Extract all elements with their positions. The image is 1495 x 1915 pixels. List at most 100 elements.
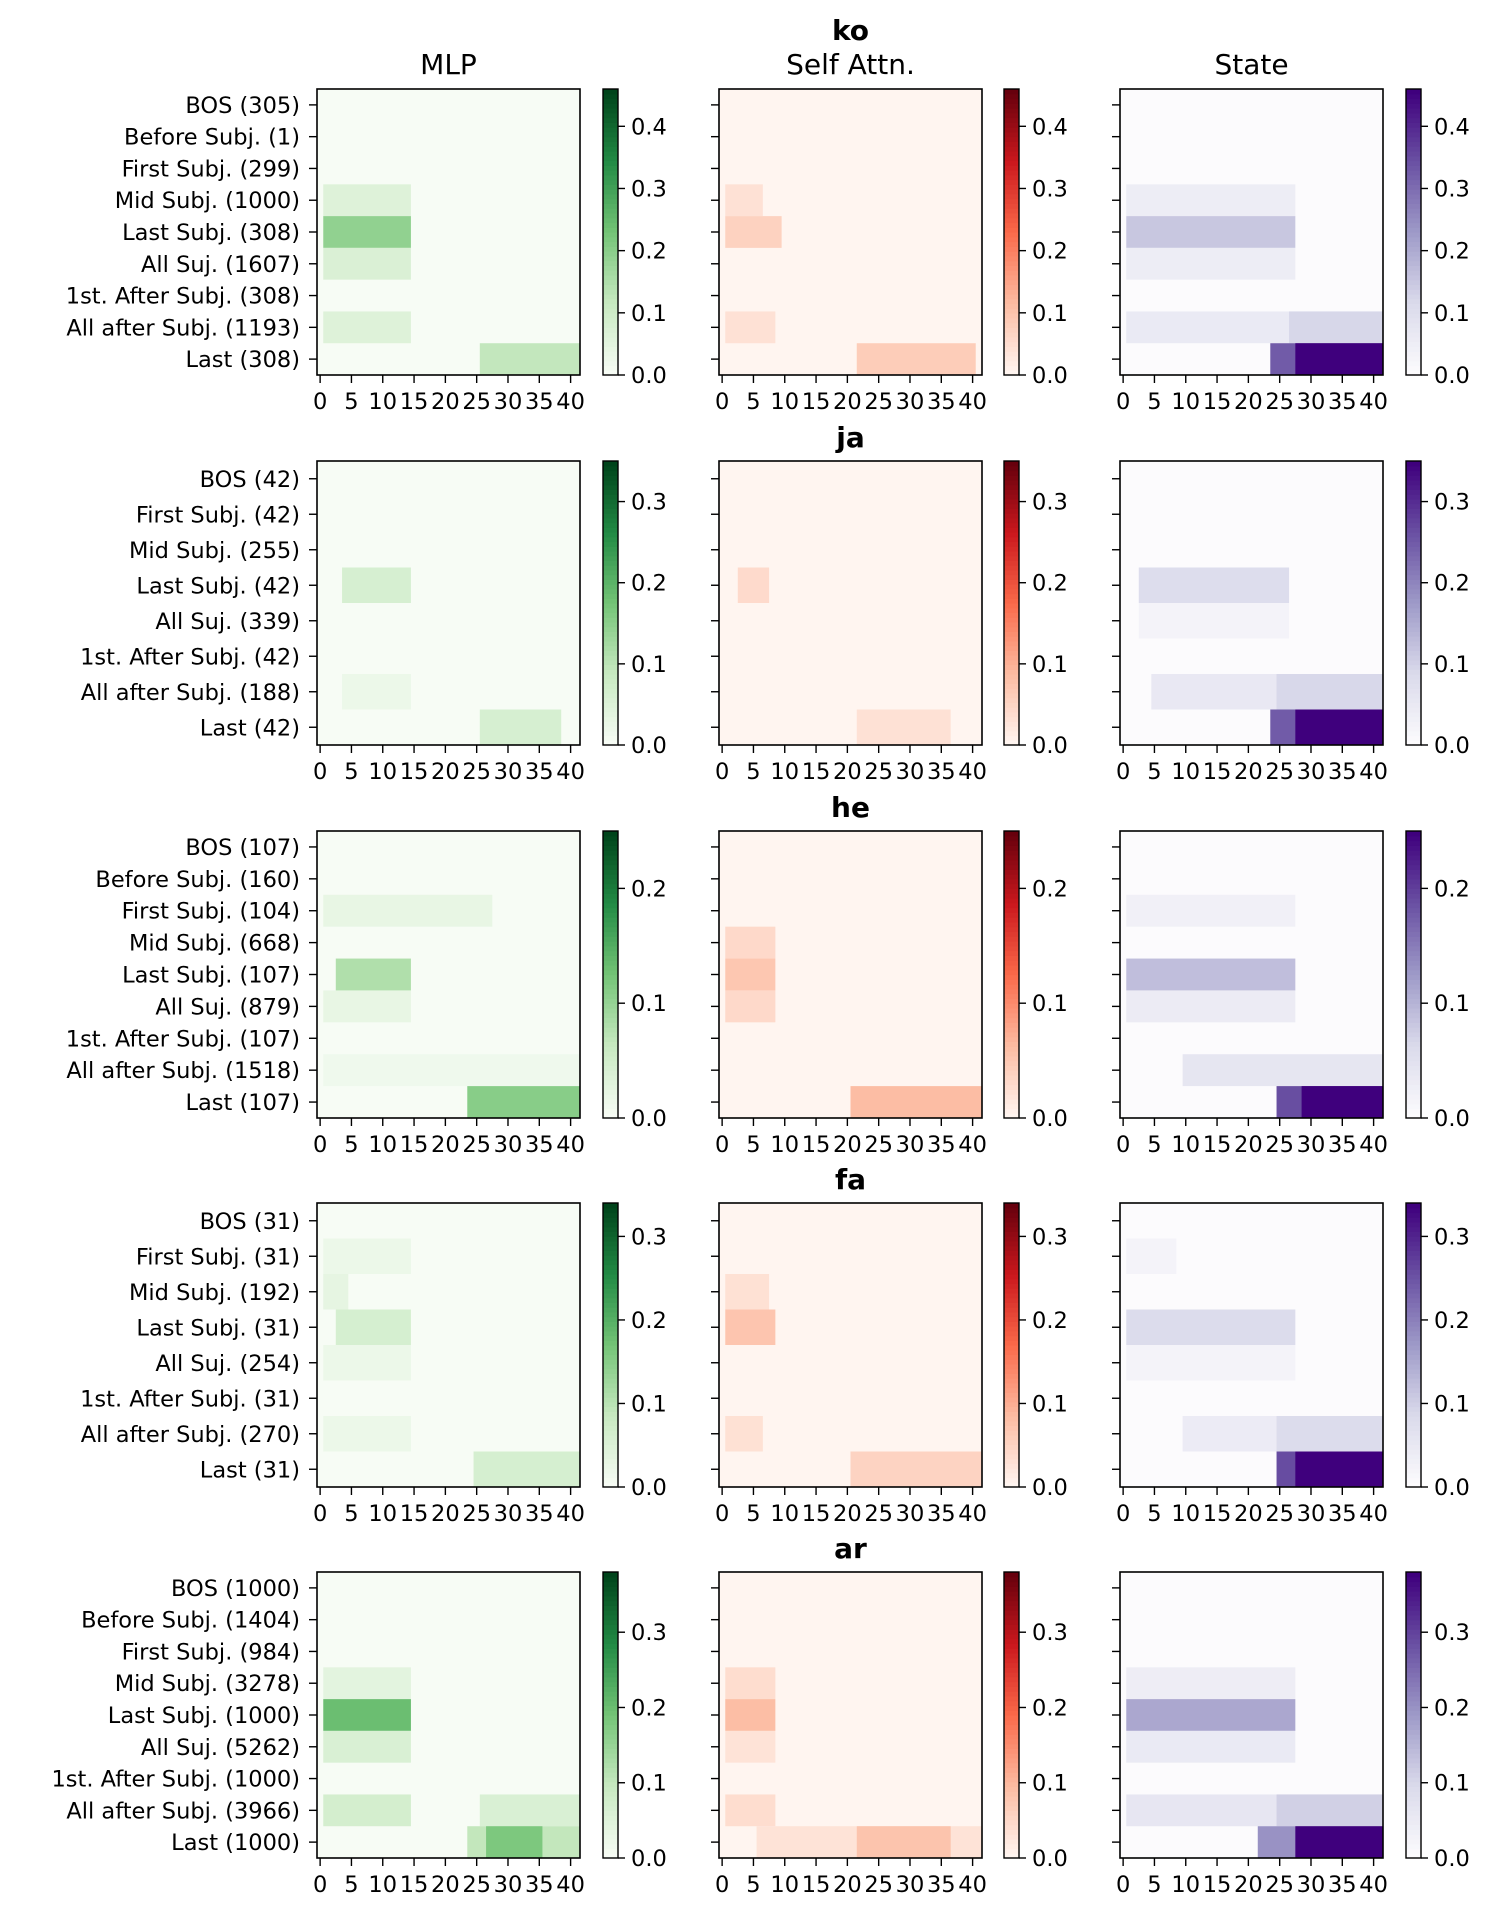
colorbar-tick-label: 0.3 (1434, 176, 1470, 202)
colorbar-step (1406, 1425, 1421, 1431)
colorbar-step (1406, 370, 1421, 376)
colorbar-step (1406, 912, 1421, 918)
heatmap-cell (1301, 1086, 1383, 1118)
colorbar-step (1406, 1022, 1421, 1028)
colorbar-step (1004, 1330, 1019, 1337)
colorbar-step (1406, 494, 1421, 500)
colorbar-step (1004, 1326, 1019, 1332)
colorbar-step (1406, 579, 1421, 585)
x-tick-label: 30 (494, 1501, 523, 1527)
colorbar-step (1004, 1288, 1019, 1294)
colorbar-step (603, 1368, 618, 1374)
x-tick-label: 25 (462, 1501, 491, 1527)
colorbar-step (603, 897, 618, 904)
colorbar-step (1406, 1259, 1421, 1266)
colorbar-step (603, 1236, 618, 1242)
colorbar-step (603, 1633, 618, 1640)
colorbar-step (1406, 1781, 1421, 1788)
colorbar-tick-label: 0.0 (631, 1106, 667, 1132)
colorbar-step (603, 1719, 618, 1726)
colorbar-step (1004, 1738, 1019, 1745)
colorbar-step (603, 1007, 618, 1014)
colorbar-step (603, 974, 618, 980)
colorbar-step (603, 1108, 618, 1114)
colorbar-step (603, 1581, 618, 1587)
colorbar-step (1004, 508, 1019, 514)
colorbar-step (603, 232, 618, 238)
colorbar-step (1004, 1340, 1019, 1346)
x-tick-label: 15 (802, 759, 831, 785)
colorbar-step (1004, 1207, 1019, 1214)
colorbar-step (603, 293, 618, 300)
colorbar-step (1004, 907, 1019, 913)
colorbar-tick-label: 0.1 (631, 1771, 667, 1797)
x-tick-label: 15 (802, 389, 831, 415)
colorbar-step (603, 678, 618, 685)
colorbar-step (603, 270, 618, 276)
colorbar-step (1406, 1316, 1421, 1322)
colorbar-step (1004, 565, 1019, 571)
colorbar-step (1004, 255, 1019, 262)
colorbar-tick-label: 0.2 (1032, 1695, 1068, 1721)
colorbar-step (1406, 1662, 1421, 1668)
colorbar-step (603, 1036, 618, 1043)
colorbar-step (603, 370, 618, 376)
colorbar-step (1406, 1695, 1421, 1702)
colorbar-step (603, 1715, 618, 1721)
heatmap-cell (323, 184, 411, 217)
colorbar-step (603, 332, 618, 338)
colorbar-step (1004, 1819, 1019, 1826)
heatmap-cell (725, 958, 776, 991)
x-tick-label: 30 (896, 389, 925, 415)
colorbar-step (603, 179, 618, 185)
colorbar-step (1004, 902, 1019, 909)
colorbar-step (1004, 1245, 1019, 1251)
heatmap-block-he: he BOS (107) Before Subj. (160) First Subj.… (66, 791, 1470, 1158)
colorbar-step (1004, 522, 1019, 528)
heatmap-cell (479, 1794, 580, 1827)
heatmap-cell (725, 1667, 776, 1700)
colorbar-tick-label: 0.1 (1032, 991, 1068, 1017)
colorbar-step (603, 936, 618, 942)
colorbar-step (603, 155, 618, 162)
colorbar-step (1406, 251, 1421, 257)
colorbar-step (1406, 513, 1421, 519)
colorbar-step (1004, 1103, 1019, 1110)
colorbar-step (1004, 465, 1019, 472)
colorbar-step (1406, 1340, 1421, 1346)
row-label: Mid Subj. (668) (129, 931, 300, 957)
colorbar-step (1004, 636, 1019, 642)
colorbar-step (603, 103, 618, 109)
colorbar-step (603, 921, 618, 928)
colorbar-step (1004, 370, 1019, 376)
colorbar-step (1004, 517, 1019, 524)
x-tick-label: 15 (400, 1872, 429, 1898)
x-tick-label: 35 (525, 1132, 554, 1158)
colorbar-step (1004, 1672, 1019, 1678)
colorbar-step (1406, 1734, 1421, 1740)
colorbar-step (603, 122, 618, 128)
row-label: All after Subj. (1518) (66, 1058, 300, 1084)
colorbar-step (1406, 645, 1421, 651)
heatmap-cell (323, 1345, 411, 1381)
colorbar-step (603, 560, 618, 566)
colorbar-step (603, 1838, 618, 1845)
heatmap-cell (1289, 311, 1383, 344)
heatmap-cell (1182, 1054, 1383, 1087)
colorbar-step (1004, 1614, 1019, 1621)
colorbar-step (1406, 950, 1421, 956)
colorbar-step (603, 960, 618, 966)
colorbar-step (1004, 127, 1019, 133)
x-tick-label: 35 (1328, 1501, 1357, 1527)
colorbar-step (603, 1624, 618, 1630)
colorbar-tick-label: 0.3 (1434, 1224, 1470, 1250)
colorbar-step (603, 1098, 618, 1105)
colorbar-step (603, 365, 618, 371)
colorbar-step (1406, 303, 1421, 309)
colorbar-step (1406, 859, 1421, 866)
colorbar-step (1004, 274, 1019, 281)
colorbar-step (603, 1591, 618, 1597)
colorbar-step (1004, 98, 1019, 104)
x-tick-label: 25 (462, 1872, 491, 1898)
colorbar-tick-label: 0.4 (631, 114, 667, 140)
